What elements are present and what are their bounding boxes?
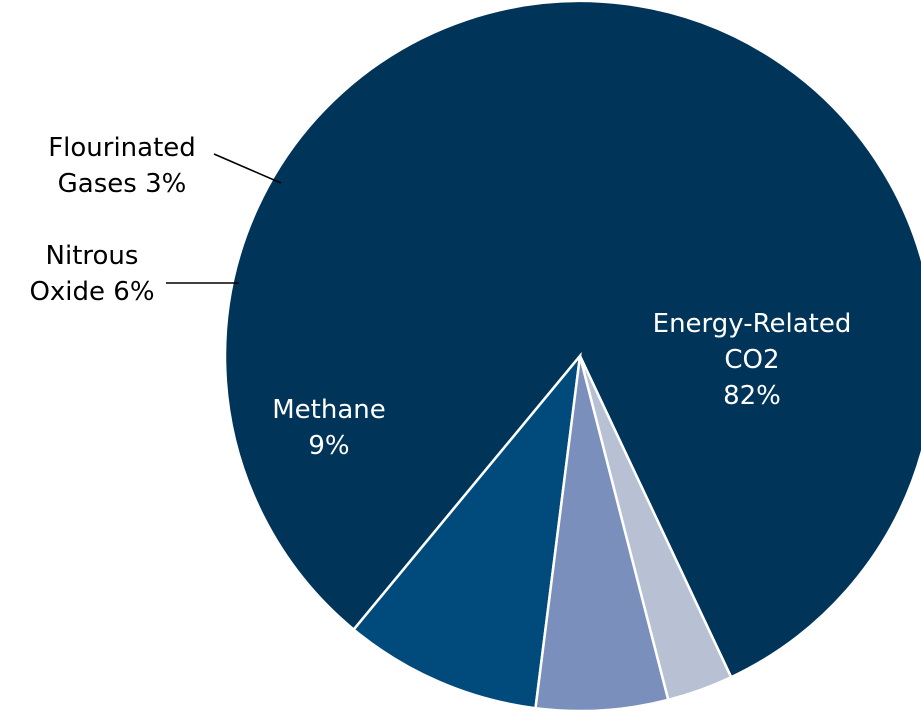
slice-label-1: Methane 9%	[272, 395, 386, 461]
slice-label-line: 9%	[308, 431, 349, 461]
slice-label-line: Gases 3%	[58, 169, 187, 199]
pie-slice-0	[223, 0, 921, 679]
slice-label-3: Flourinated Gases 3%	[48, 133, 196, 199]
slice-label-line: Methane	[272, 395, 386, 425]
slice-label-line: Nitrous	[46, 241, 139, 271]
slice-label-0: Energy-Related CO2 82%	[653, 309, 852, 411]
pie-slices	[223, 0, 921, 712]
leader-line-3	[213, 153, 282, 184]
slice-labels: Energy-Related CO2 82% Methane 9% Nitrous Oxid…	[29, 133, 851, 461]
slice-label-line: CO2	[724, 345, 779, 375]
slice-label-line: Oxide 6%	[29, 277, 154, 307]
pie-slice-1	[351, 351, 582, 710]
leader-lines	[166, 153, 282, 284]
pie-slice-3	[578, 355, 733, 702]
pie-slice-2	[534, 355, 670, 712]
slice-label-line: Flourinated	[48, 133, 196, 163]
slice-label-line: 82%	[723, 381, 781, 411]
slice-label-2: Nitrous Oxide 6%	[29, 241, 154, 307]
slice-label-line: Energy-Related	[653, 309, 852, 339]
